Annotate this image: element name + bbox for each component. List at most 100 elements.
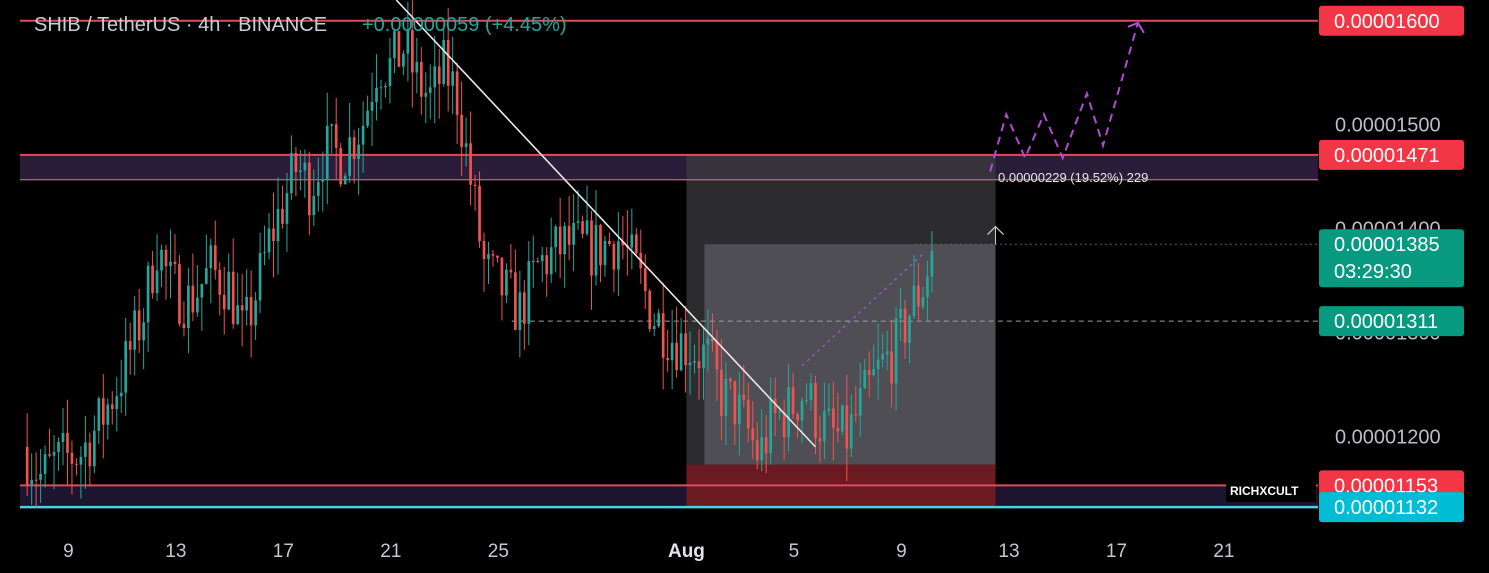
candle-body [334,124,338,148]
candle-body [79,456,83,465]
candle [827,383,831,416]
candle-body [464,143,468,147]
candle-body [567,225,571,245]
candle [61,407,65,466]
candle [312,169,316,226]
candle [558,197,562,279]
candle-body [281,208,284,224]
candle-body [442,40,446,84]
candle-body [702,344,705,369]
candle-body [545,255,549,275]
x-tick-label: 25 [488,541,509,562]
watermark: RICHXCULT [1230,484,1299,498]
candle [854,385,858,423]
candle [652,313,656,337]
candle-body [133,310,137,350]
candle-body [867,370,871,376]
candle [48,428,51,458]
candle [178,255,181,327]
candle-body [236,305,240,324]
candle-body [209,245,213,269]
candle-body [787,387,790,438]
candle-body [106,404,110,425]
candle [151,250,154,299]
candle [25,413,29,496]
price-label-bg [1319,5,1464,36]
candle [460,81,463,177]
candle [34,452,38,508]
candle [160,244,163,288]
candle [110,391,114,425]
candle [437,48,441,119]
candle [187,267,190,354]
candle-body [697,361,701,369]
candle-body [43,454,47,474]
resistance-zone [20,154,1318,180]
candle-body [849,414,853,449]
candle [697,329,701,400]
candle-body [764,437,768,454]
candle [648,288,652,332]
candle [643,254,647,310]
candle-body [227,271,231,310]
candle-body [245,296,248,311]
candle [549,217,553,284]
candle-body [173,261,177,265]
candle-body [339,147,343,185]
x-tick-label: Aug [668,541,705,562]
descending-trendline[interactable] [395,0,817,448]
candle [917,263,920,322]
candle [222,266,226,335]
candle [666,329,669,372]
candle [39,448,42,503]
candle-body [845,405,849,449]
candle-body [885,351,889,355]
candle-body [406,30,410,54]
candle-body [769,398,773,454]
candle-body [402,53,405,67]
price-label-resistance[interactable]: 0.00001471 [1319,139,1464,170]
candle-body [706,338,710,345]
candle-body [603,240,607,266]
projection-path[interactable] [989,22,1139,172]
candle [446,7,450,112]
candle [885,330,889,371]
candle [908,314,911,364]
candle [155,234,159,302]
candle-body [415,61,419,73]
candle [769,377,773,465]
candle [894,307,898,411]
candle [366,95,369,129]
candle-body [316,181,320,196]
candle [836,392,840,443]
candle-body [724,378,728,416]
candle [867,351,871,398]
candle [746,383,750,443]
price-label-top[interactable]: 0.00001600 [1319,5,1464,36]
price-label-bottom[interactable]: 0.00001132 [1319,492,1464,523]
candle-body [34,479,38,481]
candle-body [648,291,652,329]
candle-body [370,102,374,111]
candle-body [258,252,262,301]
candle-body [778,411,781,413]
candle-body [693,361,696,363]
candle [796,412,799,438]
price-label-text: 0.00001385 [1334,234,1440,256]
candle [325,92,329,205]
candle [249,270,253,358]
candle [702,326,705,400]
price-label-current[interactable]: 0.00001385 03:29:30 [1319,229,1464,288]
candle [805,383,808,405]
candle-body [773,398,777,413]
candle [679,317,683,372]
candle-body [809,383,813,400]
candle-body [375,87,378,103]
candle [634,228,638,256]
candle [379,79,383,110]
candle-body [487,254,490,260]
price-label-entry[interactable]: 0.00001311 [1319,306,1464,337]
candle [357,128,360,196]
candle-body [599,224,602,266]
